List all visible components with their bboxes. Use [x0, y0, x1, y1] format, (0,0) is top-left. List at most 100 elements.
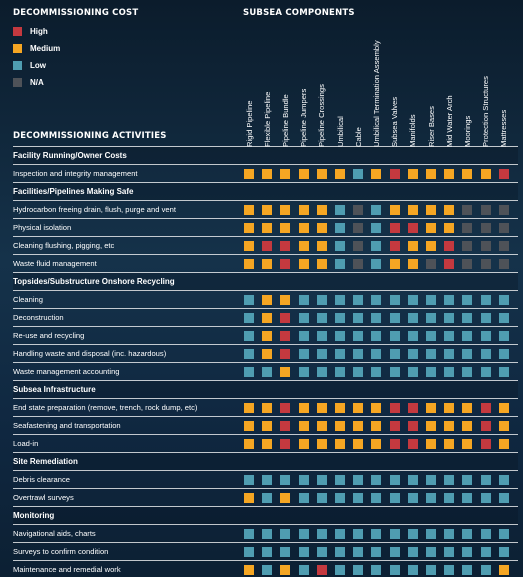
activity-label: Overtrawl surveys	[13, 493, 74, 502]
activity-label: Surveys to confirm condition	[13, 547, 109, 556]
legend-label: High	[30, 26, 48, 36]
cost-cell	[498, 205, 509, 215]
cost-cell	[480, 367, 491, 377]
row-divider	[13, 308, 518, 309]
legend-swatch	[13, 60, 22, 70]
cost-cell	[498, 223, 509, 233]
cost-cell	[244, 493, 254, 503]
cost-cell	[280, 565, 291, 575]
cost-cell	[244, 547, 254, 557]
cost-cell	[353, 241, 364, 251]
cost-cell	[444, 241, 455, 251]
cost-cell	[316, 205, 327, 215]
cost-cell	[462, 439, 473, 449]
cost-cell	[371, 295, 382, 305]
legend-item: High	[13, 25, 48, 37]
activity-row: Hydrocarbon freeing drain, flush, purge …	[13, 201, 518, 219]
component-header: Pipeline Bundle	[280, 94, 290, 147]
row-divider	[13, 380, 518, 381]
cost-cell	[389, 421, 400, 431]
cost-cell	[280, 313, 291, 323]
cost-cell	[262, 259, 273, 269]
section-label: Monitoring	[13, 511, 55, 520]
cost-cell	[480, 259, 491, 269]
cost-cell	[353, 565, 364, 575]
cost-cell	[280, 259, 291, 269]
cost-cell	[407, 475, 418, 485]
cost-cell	[480, 169, 491, 179]
cost-cell	[244, 565, 254, 575]
cost-cell	[498, 475, 509, 485]
activity-row: Re-use and recycling	[13, 327, 518, 345]
cost-cell	[244, 295, 254, 305]
row-divider	[13, 146, 518, 147]
row-divider	[13, 326, 518, 327]
component-header: Moorings	[462, 115, 472, 147]
cost-cell	[371, 349, 382, 359]
cost-cell	[244, 169, 254, 179]
cost-cell	[407, 169, 418, 179]
cost-cell	[444, 259, 455, 269]
cost-cell	[480, 295, 491, 305]
cost-cell	[462, 421, 473, 431]
activity-row: Inspection and integrity management	[13, 165, 518, 183]
cost-cell	[498, 367, 509, 377]
row-divider	[13, 506, 518, 507]
cost-cell	[298, 313, 309, 323]
cost-cell	[262, 439, 273, 449]
cost-cell	[480, 529, 491, 539]
cost-cell	[262, 493, 273, 503]
cost-cell	[335, 241, 345, 251]
cost-cell	[316, 349, 327, 359]
cost-cell	[498, 439, 509, 449]
cost-cell	[298, 475, 309, 485]
cost-cell	[498, 259, 509, 269]
cost-cell	[353, 403, 364, 413]
cost-cell	[371, 331, 382, 341]
cost-cell	[389, 241, 400, 251]
cost-cell	[353, 475, 364, 485]
cost-cell	[316, 529, 327, 539]
cost-cell	[244, 529, 254, 539]
cost-cell	[462, 223, 473, 233]
cost-cell	[389, 547, 400, 557]
cost-cell	[407, 421, 418, 431]
cost-cell	[462, 475, 473, 485]
cost-cell	[498, 493, 509, 503]
cost-cell	[444, 367, 455, 377]
component-header: Subsea Valves	[390, 96, 400, 147]
cost-cell	[244, 403, 254, 413]
cost-cell	[480, 331, 491, 341]
cost-cell	[462, 349, 473, 359]
cost-cell	[353, 547, 364, 557]
cost-cell	[426, 259, 436, 269]
cost-cell	[426, 475, 436, 485]
cost-cell	[498, 421, 509, 431]
cost-cell	[335, 259, 345, 269]
component-header: Umbilical	[335, 116, 345, 147]
row-divider	[13, 488, 518, 489]
cost-cell	[389, 349, 400, 359]
cost-cell	[298, 223, 309, 233]
component-header: Riser Bases	[426, 106, 436, 147]
cost-cell	[426, 313, 436, 323]
section-label: Site Remediation	[13, 457, 78, 466]
activity-label: End state preparation (remove, trench, r…	[13, 403, 198, 412]
cost-cell	[316, 295, 327, 305]
components-title: SUBSEA COMPONENTS	[243, 8, 355, 18]
row-divider	[13, 344, 518, 345]
cost-cell	[426, 565, 436, 575]
cost-cell	[480, 223, 491, 233]
legend-item: Low	[13, 59, 46, 71]
cost-cell	[407, 205, 418, 215]
cost-cell	[244, 349, 254, 359]
row-divider	[13, 182, 518, 183]
cost-cell	[444, 223, 455, 233]
cost-cell	[353, 493, 364, 503]
activity-label: Seafastening and transportation	[13, 421, 121, 430]
row-divider	[13, 290, 518, 291]
legend-swatch	[13, 26, 22, 36]
activity-row: Load-in	[13, 435, 518, 453]
cost-cell	[335, 493, 345, 503]
cost-cell	[353, 439, 364, 449]
